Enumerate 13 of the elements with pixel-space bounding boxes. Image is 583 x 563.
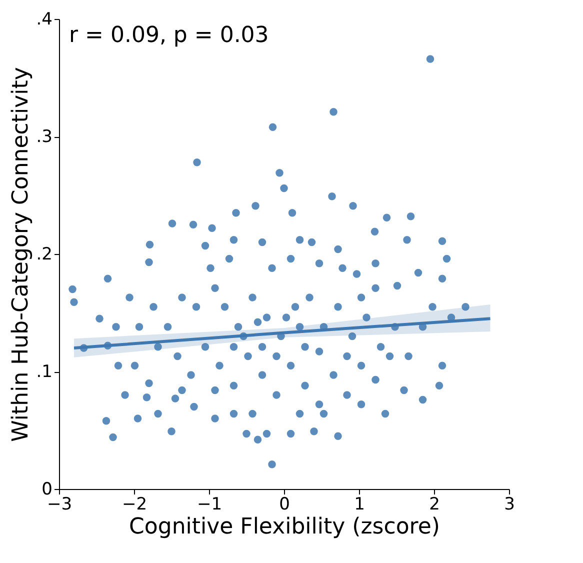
x-tick-label: −2 — [122, 494, 148, 514]
x-tick-label: 1 — [354, 494, 365, 514]
y-tick-label: .2 — [36, 244, 52, 264]
x-tick-label: 0 — [279, 494, 290, 514]
y-tick-label: .1 — [36, 362, 52, 382]
x-tick-label: 3 — [504, 494, 515, 514]
x-tick-label: −1 — [196, 494, 222, 514]
x-tick-label: 2 — [429, 494, 440, 514]
annotation: r = 0.09, p = 0.03 — [69, 23, 269, 48]
y-tick-label: .3 — [36, 127, 52, 147]
x-axis-title: Cognitive Flexibility (zscore) — [129, 514, 440, 540]
y-tick-label: .4 — [36, 10, 52, 30]
y-axis-title: Within Hub-Category Connectivity — [8, 67, 34, 442]
